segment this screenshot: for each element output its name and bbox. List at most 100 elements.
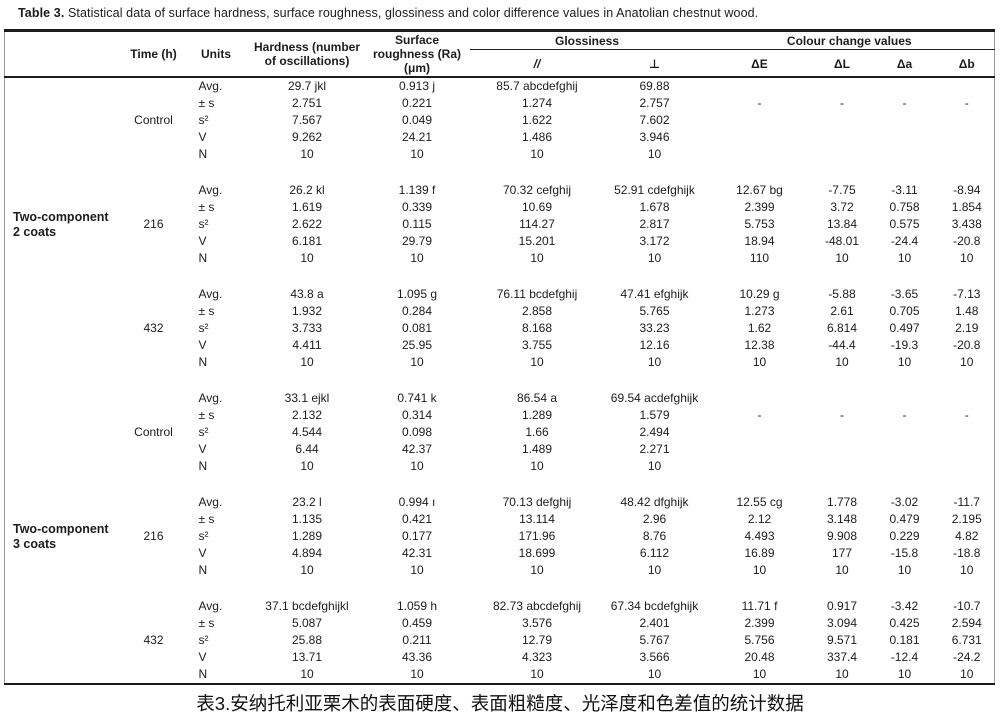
group-label: Two-component 2 coats <box>13 209 109 239</box>
value-cell: 18.699 <box>518 546 556 560</box>
value-cell: 43.8 a <box>290 287 324 301</box>
stat-label: ± s <box>198 96 215 110</box>
value-cell <box>705 77 815 95</box>
value-cell: 0.705 <box>889 304 920 318</box>
time-label: Control <box>134 425 173 439</box>
stat-label: ± s <box>198 616 215 630</box>
value-cell: 13.114 <box>519 512 555 526</box>
value-cell: 12.55 cg <box>736 495 783 509</box>
value-cell <box>705 390 815 407</box>
value-cell: 2.594 <box>951 616 982 630</box>
spacer-row <box>5 163 995 182</box>
time-label: 432 <box>143 633 164 647</box>
value-cell: 23.2 l <box>292 495 322 509</box>
value-cell: 10 <box>835 563 849 577</box>
value-cell: 0.758 <box>889 200 920 214</box>
value-cell: 10 <box>410 147 424 161</box>
value-cell: 2.622 <box>291 217 323 231</box>
value-cell: 12.38 <box>744 338 775 352</box>
value-cell: 9.571 <box>826 633 858 647</box>
value-cell: 70.32 cefghij <box>502 183 572 197</box>
value-cell: 10 <box>752 563 767 577</box>
value-cell: 0.284 <box>401 304 433 318</box>
data-table: Time (h) Units Hardness (number of oscil… <box>4 29 996 685</box>
header-row-top: Time (h) Units Hardness (number of oscil… <box>5 30 995 75</box>
header-row-sub: // ⊥ ΔE ΔL Δa Δb <box>5 50 995 78</box>
table-row: V 6.181 29.79 15.201 3.172 18.94 -48.01 -24.4 -2… <box>5 233 995 250</box>
value-cell <box>705 129 815 146</box>
value-cell: -24.2 <box>953 650 981 664</box>
value-cell <box>940 390 995 407</box>
value-cell: -7.75 <box>828 183 856 197</box>
table-row: N 10 10 10 10 10 10 10 10 <box>5 666 995 684</box>
value-cell: -3.42 <box>890 599 919 613</box>
value-cell: 16.89 <box>744 546 775 560</box>
value-cell: 10 <box>530 355 544 369</box>
stat-label: V <box>198 338 207 352</box>
value-cell: 1.489 <box>521 442 553 456</box>
value-cell: 0.049 <box>401 113 433 127</box>
header-glossiness: Glossiness <box>469 30 705 50</box>
value-cell: - <box>840 96 844 110</box>
value-cell: 4.411 <box>292 338 322 352</box>
value-cell: 0.098 <box>401 425 433 439</box>
value-cell: - <box>757 408 762 422</box>
value-cell: - <box>840 408 844 422</box>
value-cell <box>870 129 940 146</box>
caption-chinese: 表3.安纳托利亚栗木的表面硬度、表面粗糙度、光泽度和色差值的统计数据 <box>196 693 804 714</box>
table-row: s² 25.88 0.211 12.79 5.767 5.756 9.571 0.181 6.7… <box>5 632 995 649</box>
value-cell: 0.497 <box>889 321 920 335</box>
value-cell: 7.602 <box>639 113 670 127</box>
table-row: 216 Avg. 26.2 kl 1.139 f 70.32 cefghij 52.91 … <box>5 182 995 231</box>
value-cell: 25.88 <box>291 633 323 647</box>
header-units: Units <box>201 47 231 61</box>
value-cell: 2.494 <box>639 425 670 439</box>
value-cell: 10 <box>530 667 544 681</box>
value-cell: 2.271 <box>639 442 670 456</box>
value-cell: 2.757 <box>639 96 670 110</box>
value-cell: 10 <box>300 563 314 577</box>
value-cell: - <box>757 96 762 110</box>
stat-label: Avg. <box>198 79 223 93</box>
value-cell: -3.02 <box>890 495 919 509</box>
value-cell: 47.41 efghijk <box>620 287 689 301</box>
header-delta-l: ΔL <box>834 57 850 71</box>
value-cell: -20.8 <box>953 338 981 352</box>
header-delta-b: Δb <box>958 57 975 71</box>
table-row: V 13.71 43.36 4.323 3.566 20.48 337.4 -12.4 -24.… <box>5 649 995 666</box>
value-cell: 42.37 <box>401 442 433 456</box>
value-cell: 85.7 abcdefghij <box>496 79 578 93</box>
value-cell: 10 <box>752 355 767 369</box>
value-cell: - <box>902 96 907 110</box>
value-cell: 10 <box>530 147 544 161</box>
value-cell <box>815 424 870 441</box>
value-cell: 4.323 <box>521 650 553 664</box>
value-cell <box>940 112 995 129</box>
value-cell: 6.731 <box>951 633 982 647</box>
value-cell: 5.756 <box>744 633 775 647</box>
value-cell: 13.71 <box>291 650 323 664</box>
value-cell: 177 <box>831 546 853 560</box>
table-title-text: Statistical data of surface hardness, su… <box>64 6 759 20</box>
table-row: V 9.262 24.21 1.486 3.946 <box>5 129 995 146</box>
value-cell: -7.13 <box>953 287 981 301</box>
value-cell: 10 <box>410 667 424 681</box>
value-cell: 0.221 <box>401 96 433 110</box>
spacer-cell <box>5 371 995 390</box>
value-cell: 4.82 <box>955 529 979 543</box>
stat-label: s² <box>198 633 209 647</box>
header-gloss-parallel: // <box>533 57 541 71</box>
value-cell: 0.314 <box>401 408 433 422</box>
spacer-cell <box>125 267 995 286</box>
value-cell: -3.11 <box>891 183 918 197</box>
value-cell: 5.753 <box>744 217 775 231</box>
value-cell: 114.27 <box>519 217 555 231</box>
value-cell <box>870 441 940 458</box>
table-row: Two-component 2 coats Control Avg. 29.7 jkl… <box>5 77 995 239</box>
value-cell <box>815 146 870 163</box>
value-cell: 2.401 <box>639 616 670 630</box>
value-cell: 10 <box>300 147 314 161</box>
value-cell: 10 <box>752 667 767 681</box>
value-cell: 9.262 <box>291 130 323 144</box>
